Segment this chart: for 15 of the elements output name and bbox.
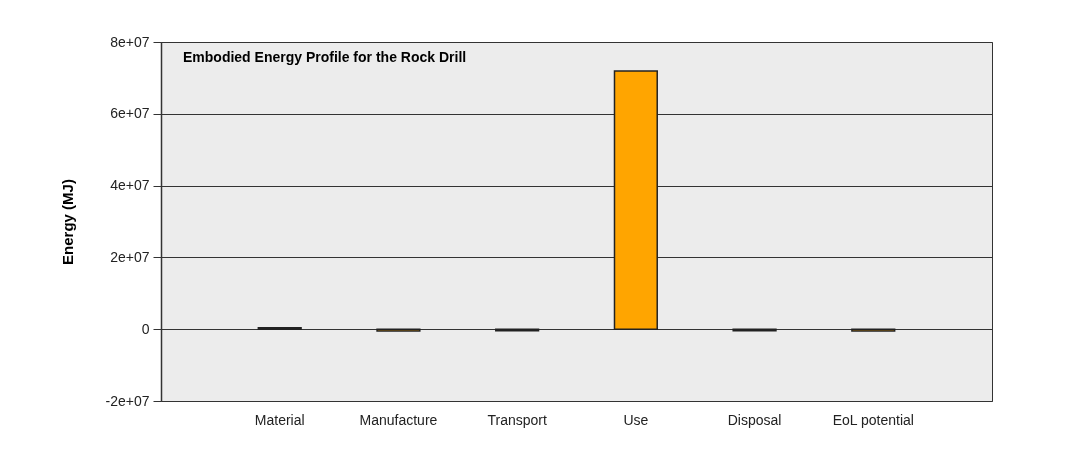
text: Embodied Energy Profile for the Rock Drill: [183, 49, 467, 65]
x-tick-label: Material: [254, 411, 305, 428]
x-tick-label: Use: [623, 411, 649, 428]
y-tick-label: 0: [141, 320, 150, 337]
y-axis-title: Energy (MJ): [58, 179, 76, 265]
y-tick-label: 2e+07: [110, 248, 150, 265]
bar: [613, 70, 658, 330]
y-tick-label: 8e+07: [110, 33, 150, 50]
x-tick-label: Transport: [487, 411, 547, 428]
y-tick-label: 6e+07: [110, 105, 150, 122]
x-tick-label: EoL potential: [832, 411, 914, 428]
x-tick-label: Disposal: [727, 411, 782, 428]
x-tick-label: Manufacture: [359, 411, 438, 428]
y-tick-label: -2e+07: [105, 392, 150, 409]
y-tick-label: 4e+07: [110, 177, 150, 194]
